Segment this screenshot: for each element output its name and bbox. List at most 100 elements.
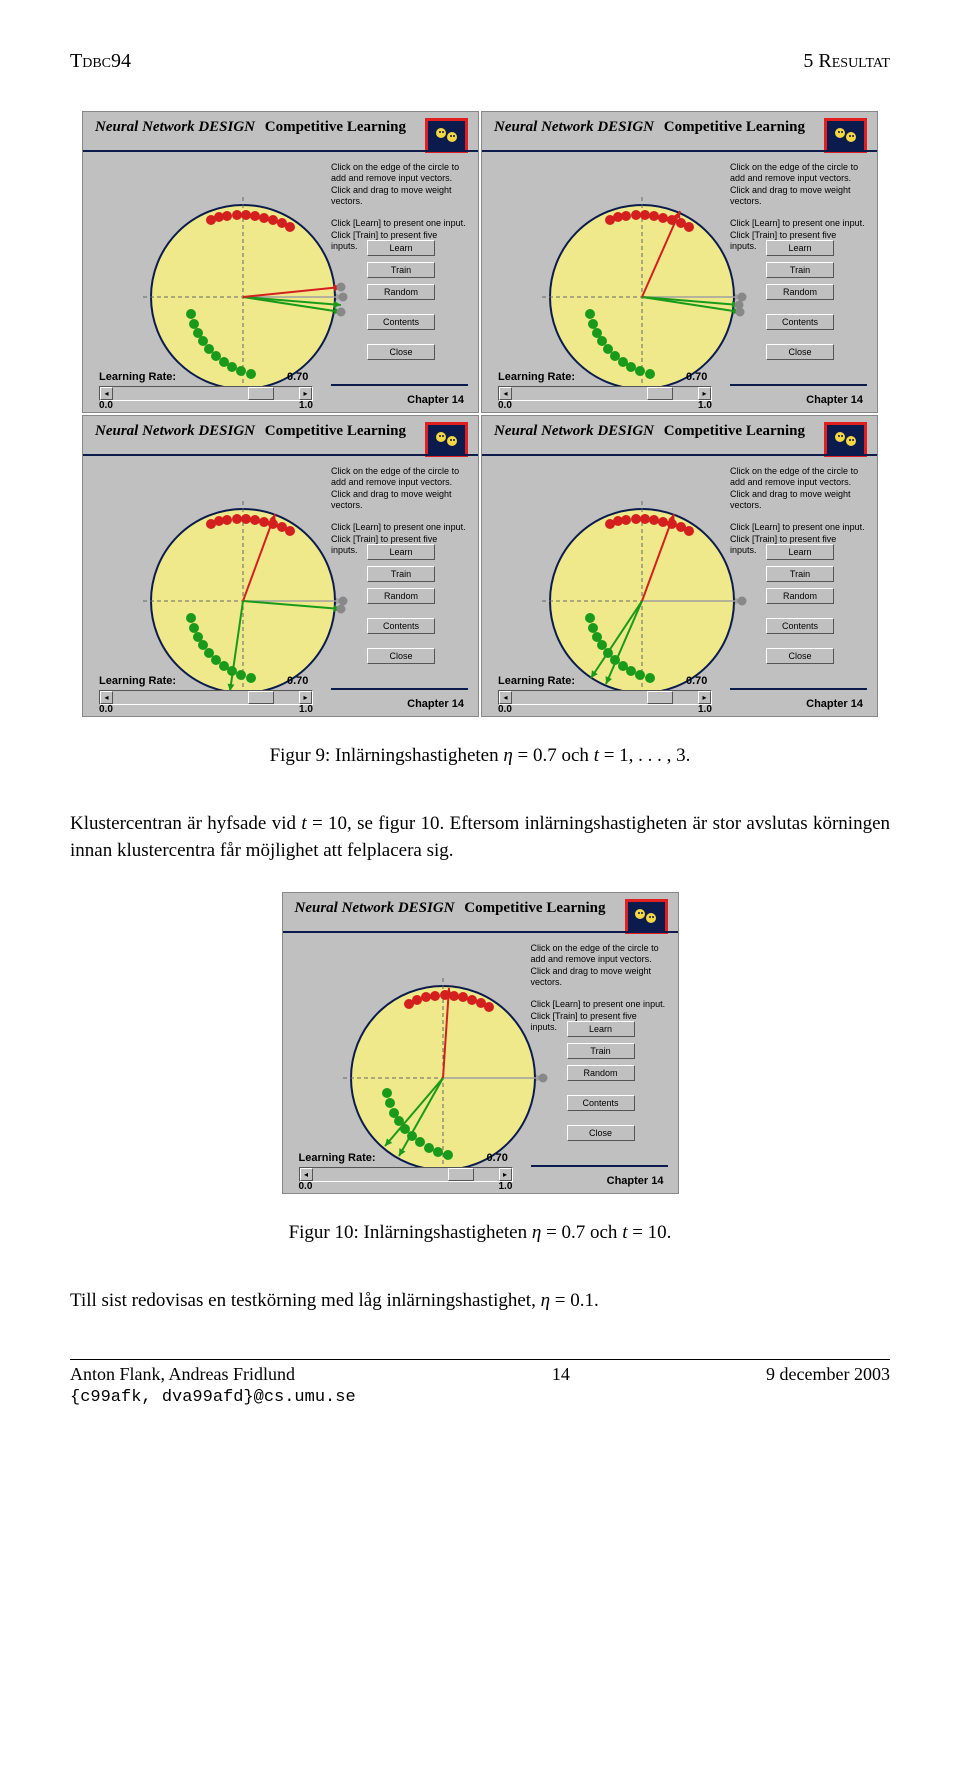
close-button[interactable]: Close [567, 1125, 635, 1141]
learning-rate-label: Learning Rate: [498, 675, 575, 687]
panel-button-column: Learn Train Random Contents Close [766, 240, 834, 360]
learning-rate-label: Learning Rate: [99, 675, 176, 687]
paragraph-2: Till sist redovisas en testkörning med l… [70, 1288, 890, 1315]
close-button[interactable]: Close [766, 344, 834, 360]
slider-min-label: 0.0 [299, 1181, 313, 1192]
chapter-divider [331, 688, 468, 690]
panel-button-column: Learn Train Random Contents Close [367, 544, 435, 664]
slider-left-arrow-icon[interactable]: ◂ [499, 691, 512, 704]
chapter-divider [531, 1165, 668, 1167]
chapter-label: Chapter 14 [806, 394, 863, 406]
logo-icon [425, 422, 468, 457]
learn-button[interactable]: Learn [766, 544, 834, 560]
paragraph-1: Klustercentran är hyfsade vid t = 10, se… [70, 811, 890, 864]
footer-left: Anton Flank, Andreas Fridlund {c99afk, d… [70, 1364, 356, 1407]
random-button[interactable]: Random [367, 284, 435, 300]
footer-email: {c99afk, dva99afd}@cs.umu.se [70, 1388, 356, 1407]
random-button[interactable]: Random [766, 284, 834, 300]
page-header: Tdbc94 5 Resultat [70, 50, 890, 73]
panel-instructions: Click on the edge of the circle to add a… [730, 162, 865, 252]
learning-rate-slider[interactable]: ◂▸ [99, 386, 313, 401]
close-button[interactable]: Close [766, 648, 834, 664]
figure-10-caption: Figur 10: Inlärningshastigheten η = 0.7 … [70, 1222, 890, 1244]
learning-rate-slider[interactable]: ◂▸ [498, 386, 712, 401]
panel-button-column: Learn Train Random Contents Close [367, 240, 435, 360]
panel-instructions: Click on the edge of the circle to add a… [730, 466, 865, 556]
panel-instructions: Click on the edge of the circle to add a… [331, 162, 466, 252]
slider-left-arrow-icon[interactable]: ◂ [300, 1168, 313, 1181]
chapter-divider [730, 688, 867, 690]
slider-right-arrow-icon[interactable]: ▸ [698, 691, 711, 704]
learning-rate-label: Learning Rate: [299, 1152, 376, 1164]
slider-max-label: 1.0 [299, 704, 313, 715]
slider-thumb[interactable] [248, 387, 274, 400]
chapter-label: Chapter 14 [607, 1175, 664, 1187]
learning-rate-value: 0.70 [686, 675, 707, 687]
slider-left-arrow-icon[interactable]: ◂ [499, 387, 512, 400]
slider-min-label: 0.0 [99, 400, 113, 411]
slider-left-arrow-icon[interactable]: ◂ [100, 387, 113, 400]
panel-3: Neural Network DESIGNCompetitive Learnin… [82, 415, 479, 717]
contents-button[interactable]: Contents [766, 618, 834, 634]
slider-max-label: 1.0 [698, 704, 712, 715]
learn-button[interactable]: Learn [367, 544, 435, 560]
slider-thumb[interactable] [647, 691, 673, 704]
learn-button[interactable]: Learn [367, 240, 435, 256]
slider-right-arrow-icon[interactable]: ▸ [299, 691, 312, 704]
train-button[interactable]: Train [766, 566, 834, 582]
train-button[interactable]: Train [367, 566, 435, 582]
page: Tdbc94 5 Resultat Neural Network DESIGNC… [0, 0, 960, 1437]
learning-rate-slider[interactable]: ◂▸ [99, 690, 313, 705]
chapter-divider [331, 384, 468, 386]
slider-left-arrow-icon[interactable]: ◂ [100, 691, 113, 704]
slider-thumb[interactable] [647, 387, 673, 400]
learning-rate-value: 0.70 [487, 1152, 508, 1164]
slider-min-label: 0.0 [99, 704, 113, 715]
footer-page: 14 [552, 1364, 570, 1407]
slider-max-label: 1.0 [499, 1181, 513, 1192]
slider-max-label: 1.0 [698, 400, 712, 411]
learning-rate-value: 0.70 [287, 371, 308, 383]
learn-button[interactable]: Learn [766, 240, 834, 256]
contents-button[interactable]: Contents [367, 618, 435, 634]
slider-right-arrow-icon[interactable]: ▸ [499, 1168, 512, 1181]
chapter-label: Chapter 14 [407, 698, 464, 710]
random-button[interactable]: Random [367, 588, 435, 604]
logo-icon [425, 118, 468, 153]
logo-icon [824, 118, 867, 153]
footer-date: 9 december 2003 [766, 1364, 890, 1407]
learning-rate-label: Learning Rate: [99, 371, 176, 383]
random-button[interactable]: Random [567, 1065, 635, 1081]
slider-right-arrow-icon[interactable]: ▸ [299, 387, 312, 400]
learning-rate-value: 0.70 [686, 371, 707, 383]
chapter-label: Chapter 14 [806, 698, 863, 710]
chapter-label: Chapter 14 [407, 394, 464, 406]
random-button[interactable]: Random [766, 588, 834, 604]
slider-thumb[interactable] [448, 1168, 474, 1181]
panel-4: Neural Network DESIGNCompetitive Learnin… [481, 415, 878, 717]
panel-1: Neural Network DESIGNCompetitive Learnin… [82, 111, 479, 413]
close-button[interactable]: Close [367, 344, 435, 360]
train-button[interactable]: Train [766, 262, 834, 278]
learning-rate-slider[interactable]: ◂▸ [498, 690, 712, 705]
train-button[interactable]: Train [367, 262, 435, 278]
header-left: Tdbc94 [70, 50, 131, 73]
contents-button[interactable]: Contents [766, 314, 834, 330]
footer: Anton Flank, Andreas Fridlund {c99afk, d… [70, 1364, 890, 1407]
figure-9-grid: Neural Network DESIGNCompetitive Learnin… [70, 111, 890, 717]
slider-right-arrow-icon[interactable]: ▸ [698, 387, 711, 400]
contents-button[interactable]: Contents [567, 1095, 635, 1111]
close-button[interactable]: Close [367, 648, 435, 664]
learning-rate-label: Learning Rate: [498, 371, 575, 383]
train-button[interactable]: Train [567, 1043, 635, 1059]
logo-icon [625, 899, 668, 934]
learn-button[interactable]: Learn [567, 1021, 635, 1037]
contents-button[interactable]: Contents [367, 314, 435, 330]
logo-icon [824, 422, 867, 457]
slider-thumb[interactable] [248, 691, 274, 704]
learning-rate-slider[interactable]: ◂▸ [299, 1167, 513, 1182]
panel-instructions: Click on the edge of the circle to add a… [331, 466, 466, 556]
figure-9-caption: Figur 9: Inlärningshastigheten η = 0.7 o… [70, 745, 890, 767]
panel-2: Neural Network DESIGNCompetitive Learnin… [481, 111, 878, 413]
panel-button-column: Learn Train Random Contents Close [766, 544, 834, 664]
